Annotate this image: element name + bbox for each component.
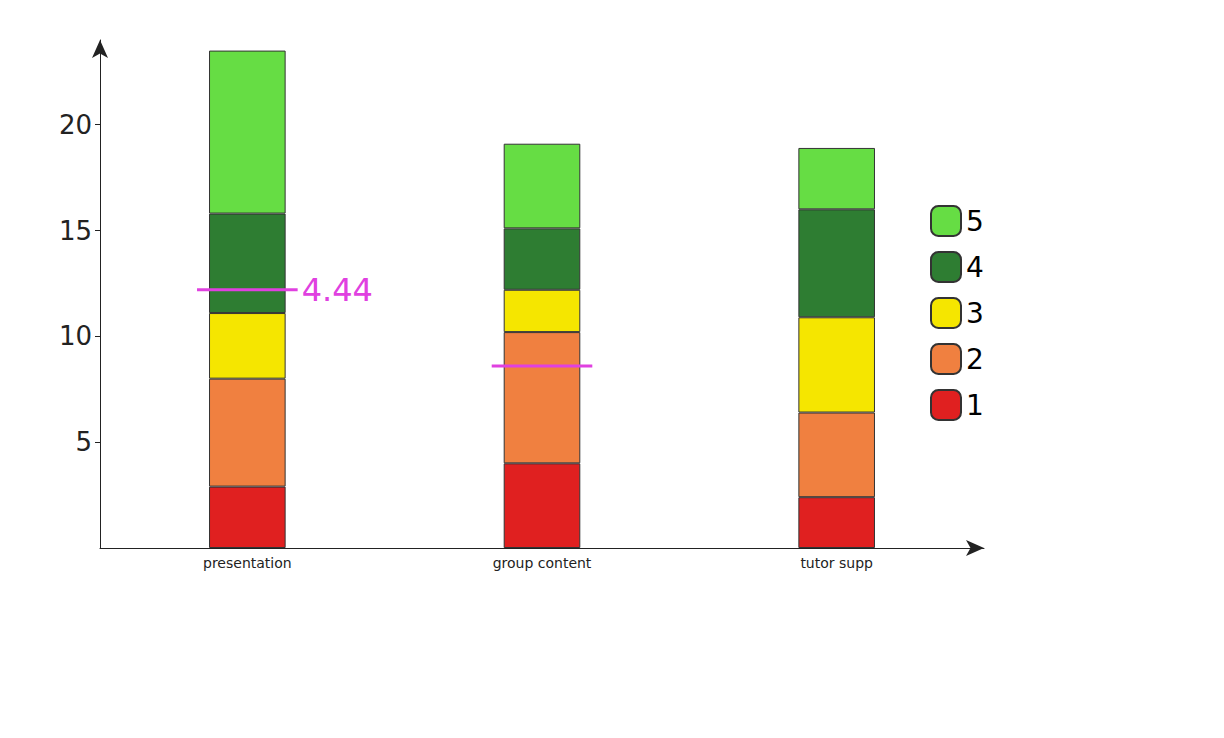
svg-text:3: 3 bbox=[966, 297, 984, 330]
svg-text:20: 20 bbox=[59, 110, 92, 140]
svg-text:5: 5 bbox=[75, 427, 92, 457]
svg-text:presentation: presentation bbox=[203, 555, 292, 571]
svg-text:4.44: 4.44 bbox=[302, 271, 373, 309]
svg-text:1: 1 bbox=[966, 389, 984, 422]
svg-text:tutor supp: tutor supp bbox=[800, 555, 873, 571]
svg-text:15: 15 bbox=[59, 216, 92, 246]
svg-text:group content: group content bbox=[493, 555, 592, 571]
svg-text:10: 10 bbox=[59, 321, 92, 351]
svg-text:4: 4 bbox=[966, 251, 984, 284]
svg-text:2: 2 bbox=[966, 343, 984, 376]
svg-text:5: 5 bbox=[966, 205, 984, 238]
